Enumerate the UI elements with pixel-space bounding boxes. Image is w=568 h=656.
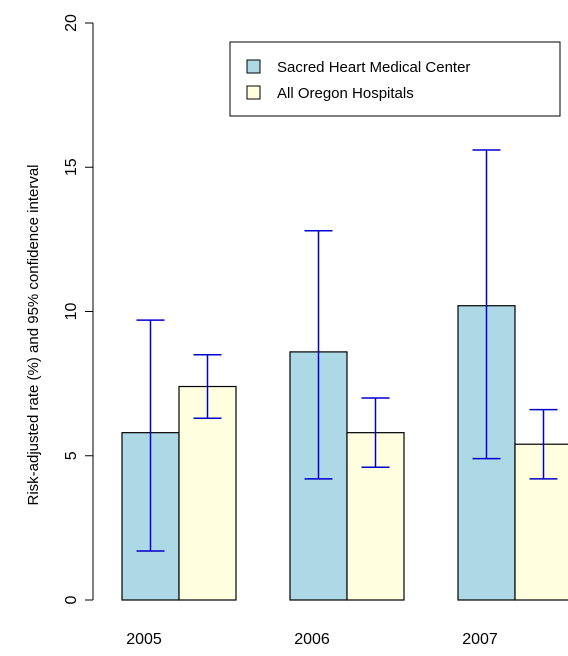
y-tick-label: 5 bbox=[63, 451, 80, 460]
y-axis: 0 5 10 15 20 bbox=[63, 14, 94, 604]
legend-label: All Oregon Hospitals bbox=[277, 85, 414, 102]
error-bars bbox=[136, 149, 558, 552]
y-tick-label: 10 bbox=[63, 303, 80, 321]
y-tick-label: 15 bbox=[63, 158, 80, 176]
x-tick-label: 2007 bbox=[462, 631, 498, 648]
legend-label: Sacred Heart Medical Center bbox=[277, 59, 470, 76]
x-axis-labels: 2005 2006 2007 bbox=[126, 631, 498, 648]
legend: Sacred Heart Medical Center All Oregon Ho… bbox=[229, 41, 561, 117]
legend-swatch bbox=[246, 59, 261, 74]
y-tick-label: 0 bbox=[63, 595, 80, 604]
legend-box bbox=[229, 41, 561, 117]
bar bbox=[514, 443, 568, 601]
legend-swatch bbox=[246, 85, 261, 100]
y-tick-label: 20 bbox=[63, 14, 80, 32]
x-tick-label: 2006 bbox=[294, 631, 330, 648]
x-tick-label: 2005 bbox=[126, 631, 162, 648]
bar bbox=[178, 385, 237, 601]
y-axis-title: Risk-adjusted rate (%) and 95% confidenc… bbox=[25, 164, 42, 505]
bars bbox=[121, 305, 568, 601]
